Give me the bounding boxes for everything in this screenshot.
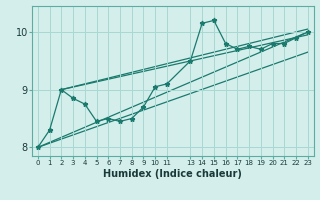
X-axis label: Humidex (Indice chaleur): Humidex (Indice chaleur) — [103, 169, 242, 179]
